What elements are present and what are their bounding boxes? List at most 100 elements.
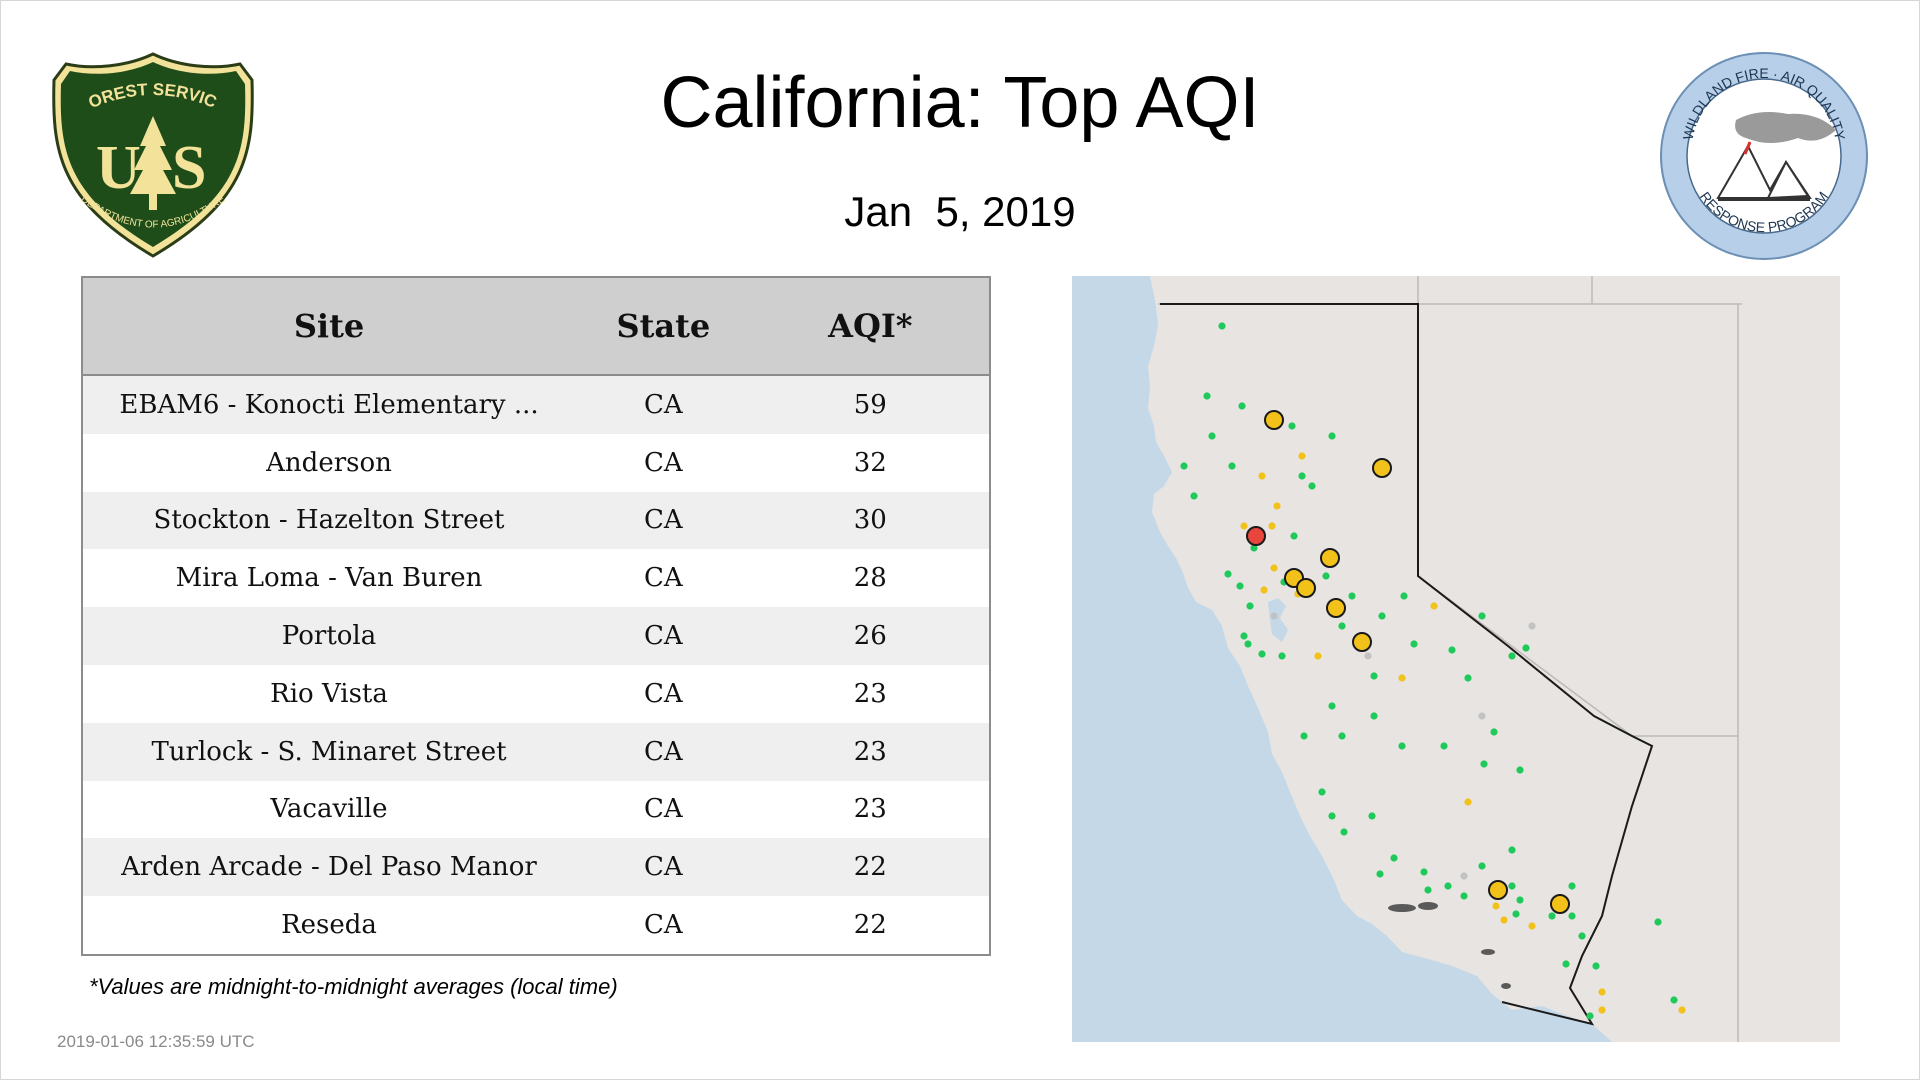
cell-site: Stockton - Hazelton Street xyxy=(82,491,576,550)
cell-site: Reseda xyxy=(82,896,576,955)
monitor-marker xyxy=(1568,912,1576,920)
table-row: Vacaville CA 23 xyxy=(82,780,990,839)
monitor-marker xyxy=(1460,872,1468,880)
top-site-marker xyxy=(1372,458,1392,478)
monitor-marker xyxy=(1238,402,1246,410)
monitor-marker xyxy=(1586,1012,1594,1020)
monitor-marker xyxy=(1322,572,1330,580)
table-row: Portola CA 26 xyxy=(82,607,990,665)
svg-text:S: S xyxy=(172,134,206,202)
page-title: California: Top AQI xyxy=(660,63,1260,143)
monitor-marker xyxy=(1278,652,1286,660)
cell-state: CA xyxy=(575,433,752,492)
monitor-marker xyxy=(1398,674,1406,682)
monitor-marker xyxy=(1338,732,1346,740)
top-site-marker xyxy=(1296,578,1316,598)
cell-aqi: 59 xyxy=(751,375,990,434)
monitor-marker xyxy=(1218,322,1226,330)
monitor-marker xyxy=(1180,462,1188,470)
cell-aqi: 22 xyxy=(751,896,990,955)
monitor-marker xyxy=(1464,798,1472,806)
cell-aqi: 22 xyxy=(751,838,990,897)
cell-state: CA xyxy=(575,549,752,608)
monitor-marker xyxy=(1424,886,1432,894)
monitor-marker xyxy=(1288,422,1296,430)
monitor-marker xyxy=(1258,472,1266,480)
monitor-marker xyxy=(1338,622,1346,630)
monitor-marker xyxy=(1448,646,1456,654)
monitor-marker xyxy=(1528,922,1536,930)
monitor-marker xyxy=(1508,882,1516,890)
top-site-marker xyxy=(1550,894,1570,914)
monitor-marker xyxy=(1246,602,1254,610)
cell-site: Mira Loma - Van Buren xyxy=(82,549,576,608)
monitor-marker xyxy=(1410,640,1418,648)
monitor-marker xyxy=(1364,652,1372,660)
top-site-marker xyxy=(1264,410,1284,430)
cell-site: Rio Vista xyxy=(82,664,576,723)
monitor-marker xyxy=(1508,846,1516,854)
monitor-marker xyxy=(1578,932,1586,940)
table-header-row: Site State AQI* xyxy=(82,277,990,376)
monitor-marker xyxy=(1464,674,1472,682)
map-land xyxy=(1148,276,1840,1042)
map-islands xyxy=(1388,902,1511,989)
monitor-marker xyxy=(1568,882,1576,890)
forest-service-logo: FOREST SERVICE U S DEPARTMENT OF AGRICUL… xyxy=(48,50,254,258)
cell-aqi: 23 xyxy=(751,664,990,723)
monitor-marker xyxy=(1678,1006,1686,1014)
monitor-marker xyxy=(1244,640,1252,648)
monitor-marker xyxy=(1444,882,1452,890)
map-monitor-markers xyxy=(1180,322,1686,1020)
cell-state: CA xyxy=(575,664,752,723)
cell-state: CA xyxy=(575,780,752,839)
monitor-marker xyxy=(1190,492,1198,500)
table-row: EBAM6 - Konocti Elementary ... CA 59 xyxy=(82,375,990,434)
cell-site: Arden Arcade - Del Paso Manor xyxy=(82,838,576,897)
monitor-marker xyxy=(1260,586,1268,594)
table-row: Turlock - S. Minaret Street CA 23 xyxy=(82,722,990,781)
monitor-marker xyxy=(1512,910,1520,918)
monitor-marker xyxy=(1670,996,1678,1004)
monitor-marker xyxy=(1328,812,1336,820)
california-border xyxy=(1160,303,1654,1026)
cell-site: Turlock - S. Minaret Street xyxy=(82,722,576,781)
cell-state: CA xyxy=(575,491,752,550)
monitor-marker xyxy=(1258,650,1266,658)
monitor-marker xyxy=(1528,622,1536,630)
monitor-marker xyxy=(1398,742,1406,750)
cell-site: Portola xyxy=(82,607,576,665)
top-site-marker xyxy=(1246,526,1266,546)
monitor-marker xyxy=(1500,916,1508,924)
column-header-aqi: AQI* xyxy=(751,277,990,376)
monitor-marker xyxy=(1516,766,1524,774)
monitor-marker xyxy=(1370,712,1378,720)
monitor-marker xyxy=(1548,912,1556,920)
monitor-marker xyxy=(1460,892,1468,900)
california-aqi-map xyxy=(1072,276,1840,1042)
map-bay xyxy=(1268,598,1288,642)
cell-state: CA xyxy=(575,375,752,434)
monitor-marker xyxy=(1228,462,1236,470)
column-header-site: Site xyxy=(82,277,576,376)
monitor-marker xyxy=(1203,392,1211,400)
monitor-marker xyxy=(1562,960,1570,968)
monitor-marker xyxy=(1598,988,1606,996)
cell-site: EBAM6 - Konocti Elementary ... xyxy=(82,375,576,434)
monitor-marker xyxy=(1654,918,1662,926)
monitor-marker xyxy=(1440,742,1448,750)
cell-aqi: 26 xyxy=(751,607,990,665)
top-site-marker xyxy=(1320,548,1340,568)
table-row: Stockton - Hazelton Street CA 30 xyxy=(82,491,990,550)
monitor-marker xyxy=(1308,482,1316,490)
top-site-marker xyxy=(1326,598,1346,618)
cell-state: CA xyxy=(575,896,752,955)
monitor-marker xyxy=(1240,522,1248,530)
monitor-marker xyxy=(1250,544,1258,552)
monitor-marker xyxy=(1300,732,1308,740)
column-header-state: State xyxy=(575,277,752,376)
monitor-marker xyxy=(1348,592,1356,600)
monitor-marker xyxy=(1318,788,1326,796)
top-site-marker xyxy=(1488,880,1508,900)
monitor-marker xyxy=(1516,896,1524,904)
